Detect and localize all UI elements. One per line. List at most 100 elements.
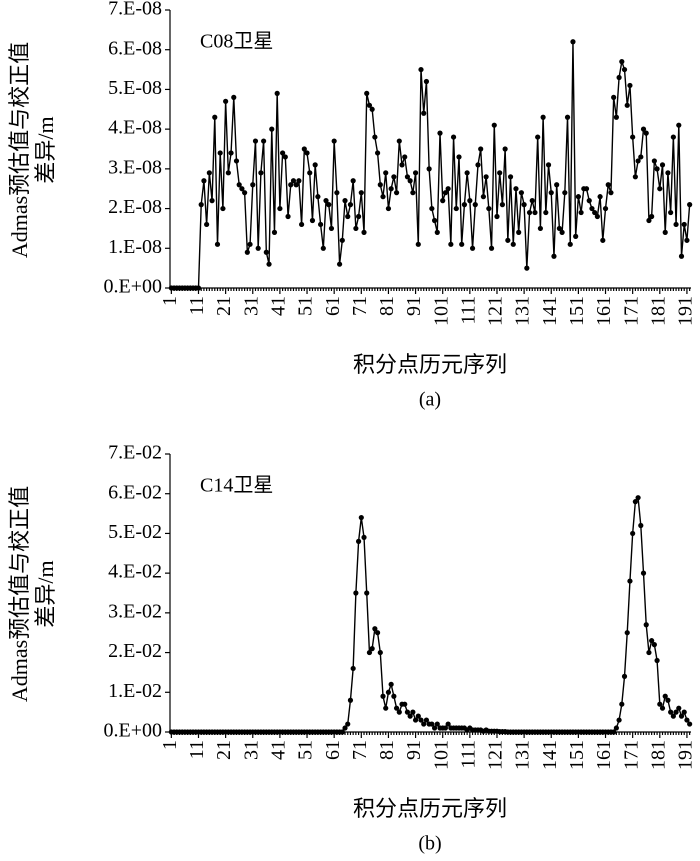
data-point (491, 122, 497, 128)
data-point (431, 725, 438, 731)
data-point (616, 717, 622, 723)
data-point (518, 190, 525, 196)
data-point (347, 697, 354, 703)
data-point (521, 202, 527, 208)
x-tick-label: 141 (539, 740, 561, 770)
data-point (358, 190, 364, 196)
x-tick-label: 191 (675, 296, 697, 326)
data-point (415, 241, 421, 247)
y-tick-label: 6.E-08 (108, 37, 162, 59)
data-point (437, 130, 443, 136)
data-point (355, 213, 362, 220)
data-point (374, 150, 381, 156)
data-point (507, 174, 514, 180)
data-point (681, 221, 687, 228)
data-point (483, 174, 489, 180)
y-tick-label: 1.E-08 (108, 236, 162, 258)
data-point (269, 126, 275, 132)
data-point (369, 646, 375, 652)
data-point (331, 138, 337, 144)
data-point (505, 237, 511, 243)
data-point (440, 198, 446, 204)
y-axis-label: 差异/m (33, 116, 58, 183)
data-point (206, 170, 212, 176)
data-point (429, 205, 435, 212)
data-point (410, 709, 416, 715)
data-point (383, 705, 389, 711)
data-point (497, 170, 503, 176)
data-point (621, 673, 628, 680)
x-tick-label: 61 (322, 296, 344, 316)
data-point (372, 134, 378, 140)
data-point (586, 198, 592, 204)
x-tick-label: 91 (403, 296, 425, 316)
data-point (247, 241, 253, 247)
data-point (640, 570, 647, 576)
x-tick-label: 41 (267, 740, 289, 760)
data-point (621, 66, 628, 73)
data-point (391, 693, 397, 699)
data-point (662, 229, 668, 235)
chart-panel: 0.E+00 1.E-02 2.E-02 3.E-02 4.E-02 5.E-02 6.E-… (7, 442, 696, 855)
caption: (a) (419, 389, 441, 411)
data-point (559, 229, 565, 235)
data-point (418, 717, 424, 723)
data-point (380, 693, 386, 699)
data-point (513, 186, 519, 192)
data-point (608, 190, 614, 196)
data-point (418, 66, 424, 73)
y-tick-label: 4.E-02 (108, 561, 162, 583)
data-point (258, 170, 264, 176)
data-point (431, 217, 438, 224)
data-point (312, 162, 318, 168)
data-point (619, 701, 625, 707)
data-point (393, 705, 400, 711)
data-point (630, 134, 636, 140)
data-point (214, 241, 221, 247)
data-point (209, 198, 215, 204)
data-point (361, 229, 367, 235)
y-tick-label: 5.E-08 (108, 77, 162, 99)
data-point (399, 162, 405, 168)
data-point (640, 126, 647, 132)
data-point (654, 657, 660, 664)
data-point (605, 182, 611, 188)
data-point (684, 237, 690, 243)
data-point (412, 717, 419, 723)
x-tick-label: 121 (485, 740, 507, 770)
data-point (562, 190, 568, 196)
data-point (646, 649, 652, 656)
data-point (407, 713, 413, 719)
data-point (212, 114, 218, 120)
x-tick-label: 101 (430, 296, 452, 326)
data-point (524, 265, 530, 271)
data-point (510, 241, 516, 247)
data-point (464, 170, 470, 176)
data-point (532, 209, 538, 216)
data-point (635, 495, 641, 501)
data-point (659, 162, 666, 168)
data-point (499, 202, 506, 208)
y-axis-label: Admas预估值与校正值 (7, 486, 32, 702)
data-point (369, 106, 375, 112)
data-point (423, 78, 430, 85)
x-tick-label: 81 (376, 296, 398, 316)
data-point (624, 630, 630, 636)
y-tick-label: 0.E+00 (104, 276, 163, 298)
data-point (687, 202, 693, 208)
data-point (556, 225, 562, 232)
data-point (261, 138, 267, 144)
data-point (342, 725, 348, 731)
x-tick-label: 171 (620, 740, 642, 770)
data-point (545, 162, 552, 168)
data-point (589, 205, 595, 212)
data-point (687, 721, 693, 727)
caption: (b) (418, 833, 441, 855)
x-tick-label: 1 (159, 740, 181, 750)
x-tick-label: 171 (620, 296, 642, 326)
data-point (350, 178, 356, 184)
data-point (445, 721, 451, 727)
data-point (195, 285, 202, 291)
x-tick-label: 61 (322, 740, 344, 760)
data-point (540, 114, 546, 120)
